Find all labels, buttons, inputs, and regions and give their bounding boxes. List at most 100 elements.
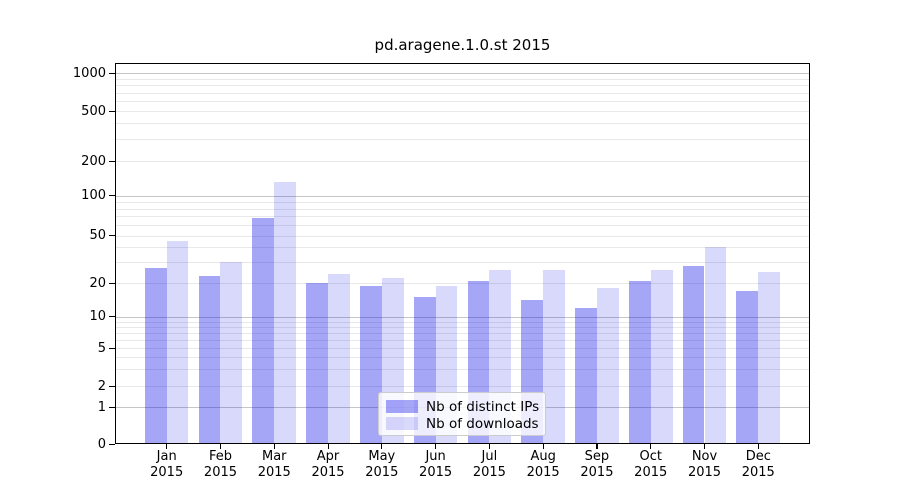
bar-oct-distinct-ips — [628, 280, 651, 443]
minor-gridline — [116, 247, 809, 249]
legend: Nb of distinct IPs Nb of downloads — [378, 392, 546, 436]
x-tick-mark — [757, 444, 759, 449]
x-label-year: 2015 — [526, 464, 560, 480]
y-tick-label: 100 — [81, 188, 106, 204]
x-tick-mark — [327, 444, 329, 449]
bar-feb-downloads — [220, 262, 243, 443]
minor-gridline — [116, 326, 809, 328]
major-gridline — [116, 195, 809, 197]
x-tick-mark — [596, 444, 598, 449]
bar-feb-distinct-ips — [198, 276, 221, 443]
minor-gridline — [116, 332, 809, 334]
minor-gridline — [116, 123, 809, 125]
major-gridline — [116, 316, 809, 318]
minor-gridline — [116, 92, 809, 94]
legend-label-downloads: Nb of downloads — [426, 415, 539, 432]
x-label-month: Jul — [481, 449, 498, 464]
minor-gridline — [116, 201, 809, 203]
x-label-year: 2015 — [580, 464, 614, 480]
y-tick-label: 50 — [89, 228, 106, 244]
legend-entry-downloads: Nb of downloads — [386, 415, 541, 432]
x-label-month: Jan — [156, 449, 177, 464]
bar-jan-downloads — [166, 241, 189, 443]
x-tick-label: May 2015 — [352, 449, 412, 480]
minor-gridline — [116, 161, 809, 162]
legend-entry-distinct-ips: Nb of distinct IPs — [386, 398, 541, 415]
y-tick-mark — [109, 406, 115, 408]
x-tick-label: Sep 2015 — [567, 449, 627, 480]
legend-label-distinct-ips: Nb of distinct IPs — [426, 398, 540, 415]
x-tick-mark — [273, 444, 275, 449]
x-tick-label: Aug 2015 — [513, 449, 573, 480]
y-tick-label: 5 — [97, 340, 106, 356]
bar-nov-downloads — [704, 247, 727, 443]
x-label-month: Sep — [584, 449, 610, 464]
bar-sep-distinct-ips — [575, 307, 597, 443]
x-tick-label: Jun 2015 — [406, 449, 466, 480]
x-tick-label: Feb 2015 — [190, 449, 250, 480]
bar-sep-downloads — [596, 288, 619, 443]
y-tick-label: 0 — [97, 436, 106, 452]
bar-dec-distinct-ips — [736, 291, 759, 443]
y-tick-label: 1 — [97, 399, 106, 415]
bar-mar-downloads — [274, 181, 297, 443]
y-tick-mark — [109, 160, 115, 162]
bar-jan-distinct-ips — [144, 267, 167, 443]
minor-gridline — [116, 339, 809, 341]
minor-gridline — [116, 216, 809, 218]
x-label-year: 2015 — [257, 464, 291, 480]
y-tick-mark — [109, 110, 115, 112]
bar-mar-distinct-ips — [252, 217, 275, 443]
bar-oct-downloads — [650, 269, 673, 443]
x-label-month: Nov — [691, 449, 718, 464]
y-tick-mark — [109, 316, 115, 318]
minor-gridline — [116, 262, 809, 264]
x-label-month: Oct — [639, 449, 662, 464]
y-tick-label: 2 — [97, 378, 106, 394]
bar-dec-downloads — [758, 271, 781, 443]
x-label-year: 2015 — [741, 464, 775, 480]
minor-gridline — [116, 79, 809, 81]
x-tick-label: Nov 2015 — [675, 449, 735, 480]
x-tick-mark — [488, 444, 490, 449]
y-tick-label: 10 — [89, 309, 106, 325]
minor-gridline — [116, 138, 809, 140]
x-label-month: May — [368, 449, 396, 464]
y-tick-label: 200 — [81, 153, 106, 169]
x-tick-mark — [381, 444, 383, 449]
x-tick-mark — [650, 444, 652, 449]
x-label-month: Jun — [425, 449, 446, 464]
x-label-month: Feb — [208, 449, 232, 464]
y-tick-mark — [109, 385, 115, 387]
minor-gridline — [116, 225, 809, 227]
bar-apr-distinct-ips — [306, 283, 329, 443]
minor-gridline — [116, 321, 809, 323]
x-tick-label: Jan 2015 — [137, 449, 197, 480]
x-label-year: 2015 — [311, 464, 345, 480]
minor-gridline — [116, 357, 809, 359]
x-label-month: Dec — [745, 449, 771, 464]
minor-gridline — [116, 369, 809, 371]
y-tick-mark — [109, 282, 115, 284]
legend-swatch-downloads-icon — [386, 417, 418, 430]
y-tick-mark — [109, 235, 115, 237]
x-tick-mark — [704, 444, 706, 449]
minor-gridline — [116, 235, 809, 237]
minor-gridline — [116, 386, 809, 387]
minor-gridline — [116, 208, 809, 210]
y-tick-mark — [109, 347, 115, 349]
x-label-month: Aug — [530, 449, 556, 464]
legend-swatch-distinct-ips-icon — [386, 400, 418, 413]
x-tick-mark — [166, 444, 168, 449]
x-tick-label: Oct 2015 — [621, 449, 681, 480]
minor-gridline — [116, 101, 809, 103]
x-tick-label: Jul 2015 — [459, 449, 519, 480]
bar-nov-distinct-ips — [682, 265, 705, 443]
y-tick-label: 500 — [81, 103, 106, 119]
x-label-month: Mar — [261, 449, 287, 464]
chart-title: pd.aragene.1.0.st 2015 — [374, 36, 551, 54]
x-label-year: 2015 — [203, 464, 238, 480]
bar-aug-downloads — [543, 269, 565, 443]
x-tick-mark — [542, 444, 544, 449]
